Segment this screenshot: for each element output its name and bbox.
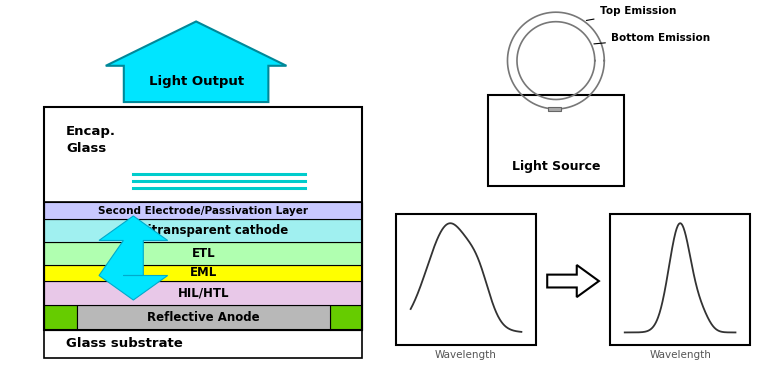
Bar [548,107,561,111]
Bar [45,305,77,330]
Text: Wavelength: Wavelength [649,350,711,360]
Text: Light Source: Light Source [511,160,600,173]
Bar [610,214,751,345]
Polygon shape [548,265,599,297]
Bar [45,265,362,281]
Text: EML: EML [190,266,217,279]
Text: Encap.
Glass: Encap. Glass [66,126,116,155]
Bar [488,95,624,186]
Text: Reflective Anode: Reflective Anode [147,311,260,324]
Text: Wavelength: Wavelength [435,350,497,360]
Text: Light Output: Light Output [148,76,244,88]
Bar [77,305,330,330]
Text: ETL: ETL [191,247,215,260]
Bar [45,330,362,358]
Bar [330,305,362,330]
Bar [45,242,362,265]
Text: Glass substrate: Glass substrate [66,337,183,350]
Bar [396,214,536,345]
Text: Semitransparent cathode: Semitransparent cathode [118,224,288,237]
Bar [45,107,362,202]
Text: Bottom Emission: Bottom Emission [594,33,710,44]
Bar [45,219,362,242]
Polygon shape [99,216,168,300]
Bar [45,107,362,330]
Polygon shape [106,22,286,102]
Text: HIL/HTL: HIL/HTL [178,287,229,300]
Text: Top Emission: Top Emission [587,6,676,20]
Bar [45,281,362,305]
Text: Second Electrode/Passivation Layer: Second Electrode/Passivation Layer [98,206,308,216]
Bar [45,202,362,219]
